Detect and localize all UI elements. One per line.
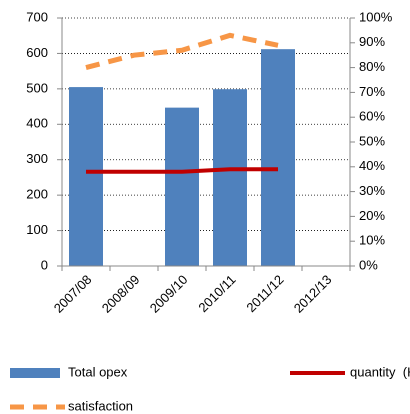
legend-label: quantity (Ha) bbox=[350, 364, 410, 379]
y-tick-label: 100 bbox=[26, 222, 48, 237]
y2-tick-label: 0% bbox=[359, 257, 378, 272]
bar bbox=[213, 89, 247, 266]
bar bbox=[69, 87, 103, 266]
x-tick-label: 2011/12 bbox=[243, 272, 286, 315]
bar bbox=[261, 49, 295, 267]
x-tick-label: 2012/13 bbox=[291, 272, 335, 316]
y2-tick-label: 10% bbox=[359, 233, 385, 248]
y2-tick-label: 30% bbox=[359, 183, 385, 198]
y-tick-label: 500 bbox=[26, 80, 48, 95]
y2-tick-label: 100% bbox=[359, 9, 393, 24]
x-tick-label: 2008/09 bbox=[99, 272, 143, 316]
x-tick-label: 2009/10 bbox=[147, 272, 191, 316]
y2-tick-label: 40% bbox=[359, 158, 385, 173]
line bbox=[85, 32, 279, 71]
x-tick-label: 2007/08 bbox=[51, 272, 95, 316]
line bbox=[86, 167, 278, 174]
legend-label: Total opex bbox=[68, 364, 128, 379]
y-tick-label: 700 bbox=[26, 9, 48, 24]
y2-tick-label: 70% bbox=[359, 84, 385, 99]
bar bbox=[165, 107, 199, 267]
legend-label: satisfaction bbox=[68, 398, 133, 413]
y2-tick-label: 20% bbox=[359, 208, 385, 223]
y2-tick-label: 90% bbox=[359, 34, 385, 49]
x-tick-label: 2010/11 bbox=[195, 272, 238, 315]
y2-tick-label: 80% bbox=[359, 59, 385, 74]
y-tick-label: 600 bbox=[26, 45, 48, 60]
y-tick-label: 400 bbox=[26, 116, 48, 131]
y2-tick-label: 60% bbox=[359, 109, 385, 124]
y-tick-label: 200 bbox=[26, 187, 48, 202]
y2-tick-label: 50% bbox=[359, 133, 385, 148]
y-tick-label: 300 bbox=[26, 151, 48, 166]
y-tick-label: 0 bbox=[41, 257, 48, 272]
legend-swatch bbox=[10, 368, 60, 378]
